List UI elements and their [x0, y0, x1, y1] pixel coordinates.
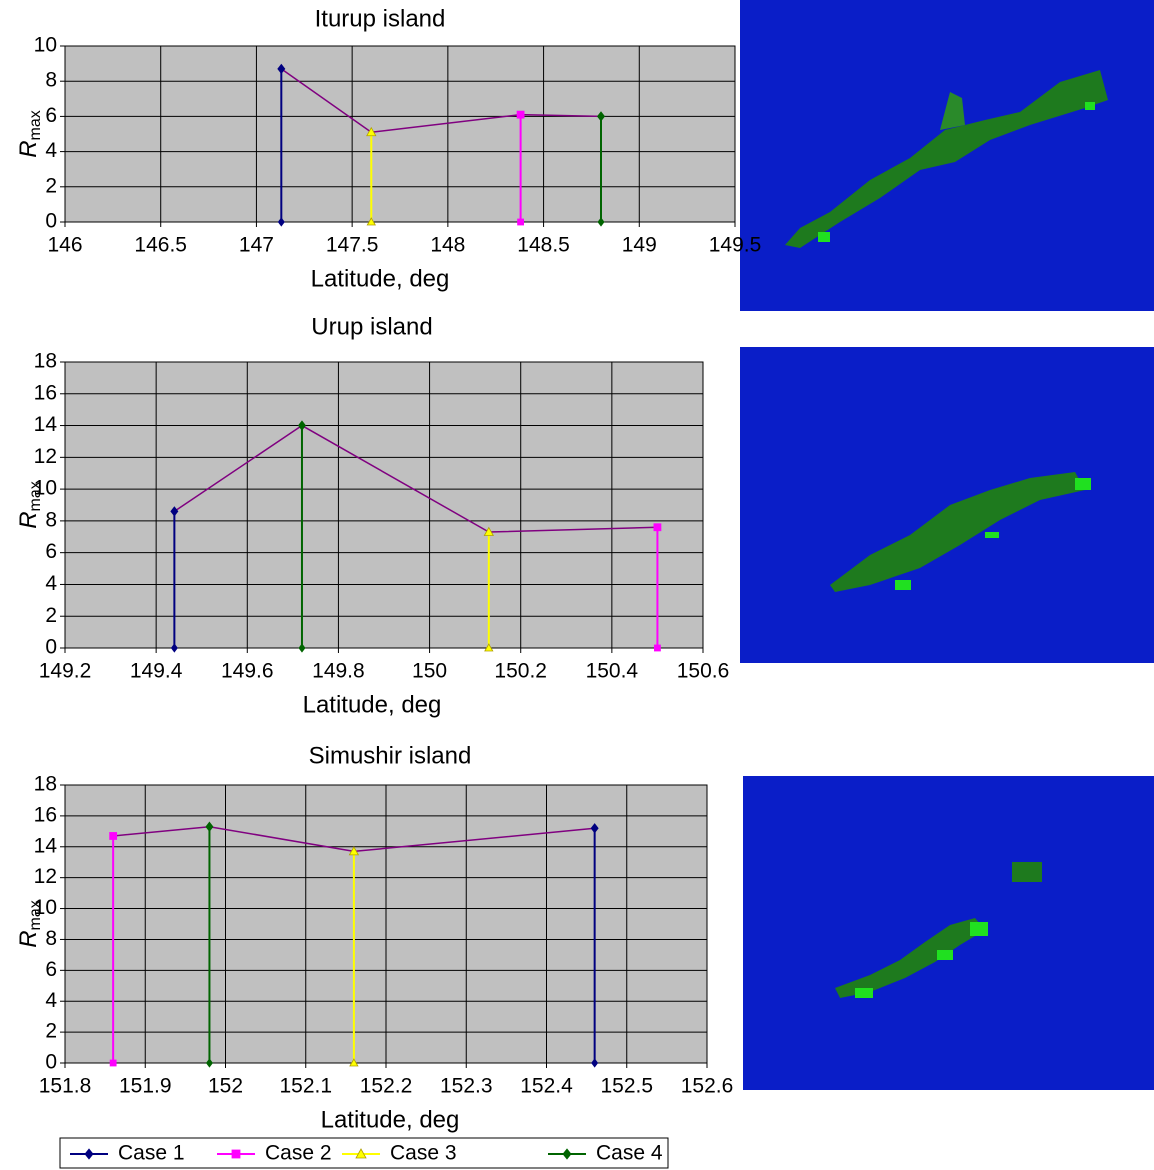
y-tick-label: 14 [34, 834, 58, 857]
x-tick-label: 150 [412, 660, 447, 683]
island-bright [818, 232, 830, 242]
y-tick-label: 12 [34, 865, 57, 888]
y-tick-label: 18 [34, 350, 57, 373]
x-tick-label: 152.4 [520, 1075, 573, 1098]
x-tick-label: 149.8 [312, 660, 365, 683]
x-tick-label: 149.2 [39, 660, 92, 683]
y-tick-label: 18 [34, 773, 57, 796]
x-tick-label: 150.2 [494, 660, 547, 683]
legend-label: Case 4 [596, 1142, 663, 1165]
x-tick-label: 152.3 [440, 1075, 493, 1098]
y-tick-label: 10 [34, 896, 57, 919]
x-tick-label: 149.6 [221, 660, 274, 683]
y-tick-label: 0 [45, 1051, 57, 1074]
y-axis-symbol: R [15, 930, 42, 947]
y-tick-label: 0 [45, 636, 57, 659]
island-bright [970, 922, 988, 936]
x-tick-label: 148.5 [517, 234, 570, 257]
x-tick-label: 152 [208, 1075, 243, 1098]
y-tick-label: 6 [45, 958, 57, 981]
x-tick-label: 149 [622, 234, 657, 257]
satellite-images [740, 0, 1154, 1090]
island-bright [855, 988, 873, 998]
x-axis-title: Latitude, deg [311, 265, 450, 292]
marker [654, 645, 660, 651]
x-tick-label: 151.9 [119, 1075, 172, 1098]
island-bright [937, 950, 953, 960]
y-tick-label: 14 [34, 413, 58, 436]
y-tick-label: 4 [45, 989, 57, 1012]
y-tick-label: 4 [45, 572, 57, 595]
y-axis-subscript: max [27, 110, 44, 140]
island-bright [985, 532, 999, 538]
x-tick-label: 152.2 [360, 1075, 413, 1098]
x-tick-label: 148 [430, 234, 465, 257]
chart-title: Simushir island [309, 742, 472, 769]
marker [654, 524, 661, 531]
island [1012, 862, 1042, 882]
x-axis-title: Latitude, deg [321, 1106, 460, 1133]
y-axis-symbol: R [15, 140, 42, 157]
y-tick-label: 6 [45, 104, 57, 127]
plot-area [65, 46, 735, 222]
y-tick-label: 16 [34, 381, 57, 404]
y-tick-label: 8 [45, 927, 57, 950]
x-tick-label: 150.6 [677, 660, 730, 683]
chart-title: Urup island [311, 313, 432, 340]
x-tick-label: 152.1 [279, 1075, 332, 1098]
y-tick-label: 10 [34, 477, 57, 500]
x-tick-label: 152.5 [600, 1075, 653, 1098]
y-tick-label: 4 [45, 139, 57, 162]
y-axis-symbol: R [15, 511, 42, 528]
image-urup [740, 347, 1154, 663]
x-tick-label: 149.4 [130, 660, 183, 683]
plot-area [65, 362, 703, 648]
figure: Iturup islandLatitude, degRmax0246810146… [0, 0, 1154, 1170]
y-tick-label: 8 [45, 508, 57, 531]
island-bright [895, 580, 911, 590]
marker [232, 1150, 240, 1158]
y-tick-label: 8 [45, 69, 57, 92]
y-tick-label: 2 [45, 604, 57, 627]
legend-label: Case 2 [265, 1142, 332, 1165]
y-tick-label: 6 [45, 540, 57, 563]
y-tick-label: 0 [45, 210, 57, 233]
chart-title: Iturup island [315, 5, 446, 32]
x-tick-label: 150.4 [586, 660, 639, 683]
legend-label: Case 3 [390, 1142, 457, 1165]
y-tick-label: 10 [34, 34, 57, 57]
island-bright [1075, 478, 1091, 490]
marker [110, 1060, 116, 1066]
y-tick-label: 2 [45, 1020, 57, 1043]
y-tick-label: 16 [34, 803, 57, 826]
x-tick-label: 147 [239, 234, 274, 257]
x-tick-label: 146.5 [134, 234, 187, 257]
marker [518, 219, 524, 225]
x-tick-label: 146 [47, 234, 82, 257]
y-tick-label: 2 [45, 174, 57, 197]
x-tick-label: 149.5 [709, 234, 762, 257]
marker [517, 111, 524, 118]
legend-label: Case 1 [118, 1142, 185, 1165]
y-tick-label: 12 [34, 445, 57, 468]
x-tick-label: 151.8 [39, 1075, 92, 1098]
y-axis-title: Rmax [15, 110, 44, 158]
x-tick-label: 147.5 [326, 234, 379, 257]
island-bright [1085, 102, 1095, 110]
x-tick-label: 152.6 [681, 1075, 734, 1098]
x-axis-title: Latitude, deg [303, 691, 442, 718]
marker [110, 832, 117, 839]
